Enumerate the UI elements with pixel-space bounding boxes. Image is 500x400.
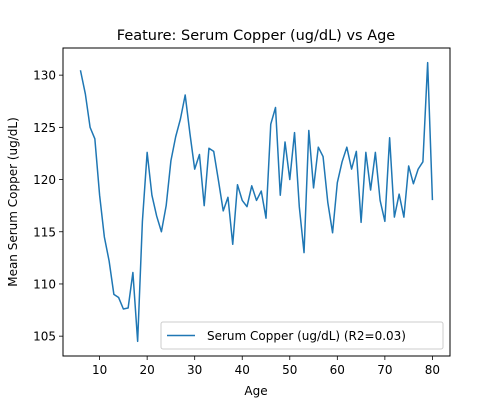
chart-title: Feature: Serum Copper (ug/dL) vs Age: [117, 28, 396, 44]
x-axis-label: Age: [244, 384, 267, 398]
y-tick-label: 130: [33, 69, 56, 83]
plot-area: [62, 47, 451, 357]
plot-frame: [62, 47, 451, 357]
x-tick-label: 30: [187, 363, 202, 377]
legend-label: Serum Copper (ug/dL) (R2=0.03): [207, 329, 406, 343]
legend-box: [160, 321, 444, 350]
x-tick-label: 70: [377, 363, 392, 377]
series-line-serum-copper: [79, 61, 434, 343]
x-tick-label: 80: [425, 363, 440, 377]
x-tick-label: 40: [235, 363, 250, 377]
x-tick-label: 60: [330, 363, 345, 377]
y-tick-label: 125: [33, 121, 56, 135]
legend: Serum Copper (ug/dL) (R2=0.03): [160, 321, 444, 350]
y-tick-label: 110: [33, 277, 56, 291]
x-tick-label: 10: [92, 363, 107, 377]
y-tick-label: 120: [33, 173, 56, 187]
x-axis: 10 20 30 40 50 60 70 80: [92, 356, 440, 377]
y-tick-label: 105: [33, 330, 56, 344]
x-tick-label: 20: [140, 363, 155, 377]
x-tick-label: 50: [282, 363, 297, 377]
y-axis-label: Mean Serum Copper (ug/dL): [6, 117, 20, 287]
y-axis: 105 110 115 120 125 130: [33, 69, 63, 344]
y-tick-label: 115: [33, 225, 56, 239]
